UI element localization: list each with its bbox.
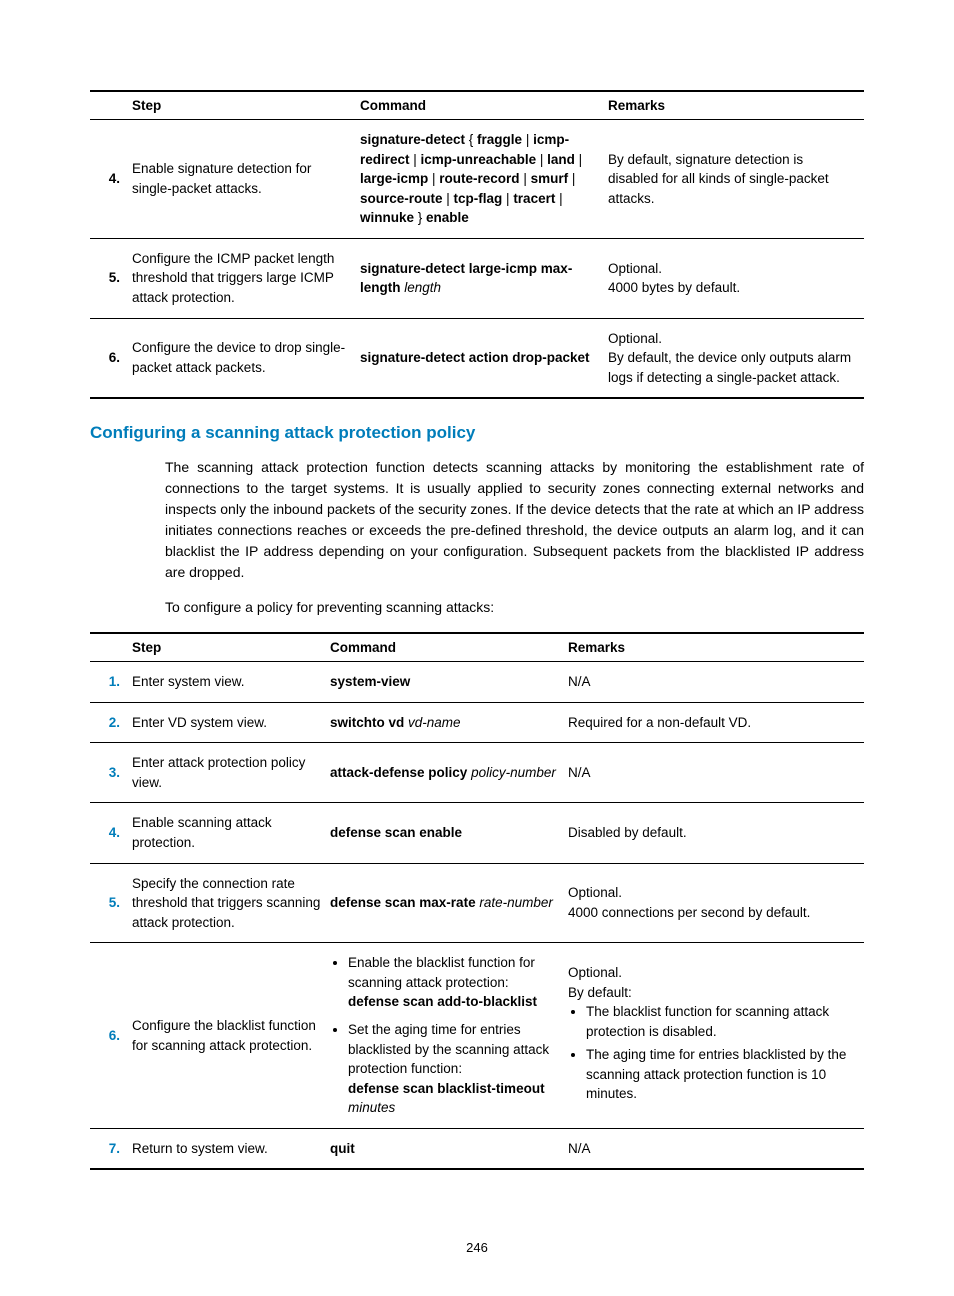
cell-step-desc: Enter system view.: [132, 662, 330, 703]
cell-step-number: 4.: [90, 803, 132, 863]
cell-command: attack-defense policy policy-number: [330, 743, 568, 803]
th-command: Command: [360, 91, 608, 120]
table-row: 6.Configure the device to drop single-pa…: [90, 318, 864, 398]
table-row: 1.Enter system view.system-viewN/A: [90, 662, 864, 703]
cell-remarks: N/A: [568, 743, 864, 803]
cell-step-desc: Configure the device to drop single-pack…: [132, 318, 360, 398]
cell-command: switchto vd vd-name: [330, 702, 568, 743]
table-row: 6.Configure the blacklist function for s…: [90, 943, 864, 1129]
cell-command: defense scan max-rate rate-number: [330, 863, 568, 943]
cell-step-desc: Specify the connection rate threshold th…: [132, 863, 330, 943]
table-row: 3.Enter attack protection policy view.at…: [90, 743, 864, 803]
cell-step-number: 5.: [90, 863, 132, 943]
cell-step-desc: Configure the blacklist function for sca…: [132, 943, 330, 1129]
cell-step-desc: Enter VD system view.: [132, 702, 330, 743]
th2-command: Command: [330, 633, 568, 662]
cell-remarks: Optional.4000 connections per second by …: [568, 863, 864, 943]
table1-body: 4.Enable signature detection for single-…: [90, 120, 864, 399]
th2-step: Step: [132, 633, 330, 662]
table-row: 5.Configure the ICMP packet length thres…: [90, 238, 864, 318]
cell-remarks: Optional.4000 bytes by default.: [608, 238, 864, 318]
cell-command: quit: [330, 1128, 568, 1169]
cell-step-number: 6.: [90, 943, 132, 1129]
cell-step-number: 4.: [90, 120, 132, 239]
page-container: Step Command Remarks 4.Enable signature …: [0, 0, 954, 1295]
cell-remarks: N/A: [568, 662, 864, 703]
table-row: 7.Return to system view.quitN/A: [90, 1128, 864, 1169]
table-row: 4.Enable signature detection for single-…: [90, 120, 864, 239]
table-row: 5.Specify the connection rate threshold …: [90, 863, 864, 943]
paragraph-1: The scanning attack protection function …: [165, 457, 864, 583]
th2-remarks: Remarks: [568, 633, 864, 662]
cell-step-desc: Configure the ICMP packet length thresho…: [132, 238, 360, 318]
th-step: Step: [132, 91, 360, 120]
cell-step-number: 1.: [90, 662, 132, 703]
cell-remarks: N/A: [568, 1128, 864, 1169]
cell-command: signature-detect { fraggle | icmp-redire…: [360, 120, 608, 239]
cell-command: defense scan enable: [330, 803, 568, 863]
th-remarks: Remarks: [608, 91, 864, 120]
table-row: 4.Enable scanning attack protection.defe…: [90, 803, 864, 863]
cell-step-desc: Enter attack protection policy view.: [132, 743, 330, 803]
cell-step-number: 7.: [90, 1128, 132, 1169]
cell-remarks: Optional.By default:The blacklist functi…: [568, 943, 864, 1129]
cell-command: signature-detect action drop-packet: [360, 318, 608, 398]
table-signature-detect: Step Command Remarks 4.Enable signature …: [90, 90, 864, 399]
cell-step-number: 5.: [90, 238, 132, 318]
cell-remarks: By default, signature detection is disab…: [608, 120, 864, 239]
table-row: 2.Enter VD system view.switchto vd vd-na…: [90, 702, 864, 743]
cell-step-desc: Enable scanning attack protection.: [132, 803, 330, 863]
cell-remarks: Optional.By default, the device only out…: [608, 318, 864, 398]
section-heading: Configuring a scanning attack protection…: [90, 423, 864, 443]
cell-step-desc: Return to system view.: [132, 1128, 330, 1169]
cell-step-number: 2.: [90, 702, 132, 743]
paragraph-2: To configure a policy for preventing sca…: [165, 597, 864, 618]
cell-step-number: 3.: [90, 743, 132, 803]
page-number: 246: [90, 1240, 864, 1255]
cell-step-number: 6.: [90, 318, 132, 398]
cell-command: system-view: [330, 662, 568, 703]
table-scan-policy: Step Command Remarks 1.Enter system view…: [90, 632, 864, 1170]
cell-command: Enable the blacklist function for scanni…: [330, 943, 568, 1129]
cell-remarks: Required for a non-default VD.: [568, 702, 864, 743]
table2-body: 1.Enter system view.system-viewN/A2.Ente…: [90, 662, 864, 1170]
cell-step-desc: Enable signature detection for single-pa…: [132, 120, 360, 239]
cell-command: signature-detect large-icmp max-length l…: [360, 238, 608, 318]
cell-remarks: Disabled by default.: [568, 803, 864, 863]
